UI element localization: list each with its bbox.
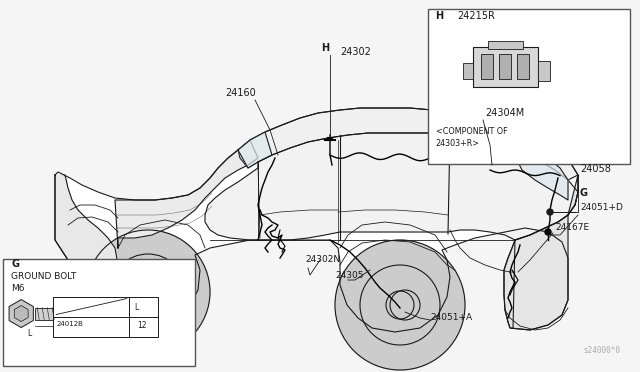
Text: 12: 12 — [137, 321, 147, 330]
Text: L: L — [28, 328, 31, 337]
Text: 24160: 24160 — [225, 88, 256, 98]
Text: 24167E: 24167E — [555, 222, 589, 231]
Bar — [488, 41, 522, 49]
Polygon shape — [518, 150, 568, 200]
Polygon shape — [238, 132, 272, 168]
Text: GROUND BOLT: GROUND BOLT — [12, 272, 77, 280]
Bar — [428, 9, 630, 164]
Polygon shape — [55, 108, 578, 332]
Text: 24304M: 24304M — [485, 108, 524, 118]
Circle shape — [547, 209, 553, 215]
Text: M6: M6 — [12, 283, 25, 292]
Text: H: H — [321, 43, 329, 53]
Bar — [53, 296, 158, 337]
Text: G: G — [580, 188, 588, 198]
Text: H: H — [435, 11, 444, 21]
Polygon shape — [9, 299, 33, 327]
Text: 24051+A: 24051+A — [430, 312, 472, 321]
Polygon shape — [504, 175, 578, 330]
Text: <COMPONENT OF: <COMPONENT OF — [435, 127, 507, 136]
Text: 24302: 24302 — [340, 47, 371, 57]
Circle shape — [545, 229, 551, 235]
Text: 24215R: 24215R — [458, 11, 495, 21]
Polygon shape — [238, 108, 578, 180]
Bar — [516, 54, 529, 79]
Text: 24303+R>: 24303+R> — [435, 139, 479, 148]
Bar — [538, 61, 550, 81]
Bar — [3, 259, 195, 366]
Polygon shape — [205, 133, 578, 240]
Text: L: L — [134, 302, 138, 311]
Bar — [463, 63, 472, 79]
Text: 24051+D: 24051+D — [580, 202, 623, 212]
Bar — [472, 47, 538, 87]
Circle shape — [335, 240, 465, 370]
Text: 24058: 24058 — [580, 164, 611, 174]
Polygon shape — [55, 175, 118, 322]
Bar — [35, 308, 57, 320]
Bar — [499, 54, 511, 79]
Text: 24302N: 24302N — [305, 256, 340, 264]
Text: G: G — [12, 259, 19, 269]
Text: 24305: 24305 — [335, 270, 364, 279]
Text: s24000*0: s24000*0 — [583, 346, 620, 355]
Bar — [481, 54, 493, 79]
Polygon shape — [115, 140, 258, 248]
Text: 24012B: 24012B — [56, 321, 83, 327]
Circle shape — [86, 230, 210, 354]
Polygon shape — [14, 305, 28, 321]
